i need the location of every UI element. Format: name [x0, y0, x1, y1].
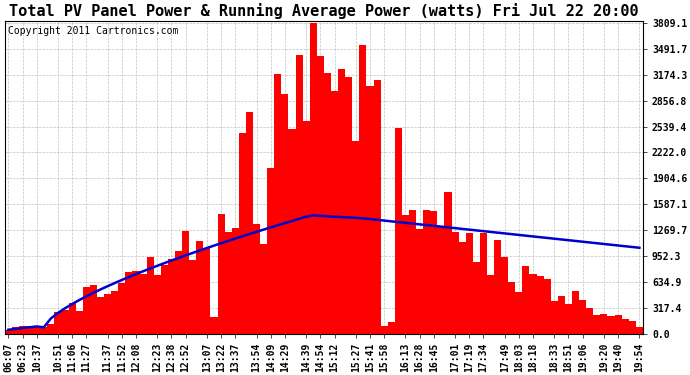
Bar	[139, 274, 146, 334]
Bar	[310, 23, 317, 334]
Bar	[189, 260, 196, 334]
Bar	[437, 226, 444, 334]
Bar	[381, 326, 388, 334]
Bar	[395, 128, 402, 334]
Bar	[225, 232, 232, 334]
Bar	[232, 228, 239, 334]
Bar	[473, 261, 480, 334]
Bar	[76, 311, 83, 334]
Bar	[19, 326, 26, 334]
Bar	[607, 316, 615, 334]
Bar	[359, 45, 366, 334]
Bar	[267, 168, 274, 334]
Bar	[331, 91, 338, 334]
Bar	[239, 134, 246, 334]
Bar	[345, 77, 352, 334]
Bar	[501, 257, 509, 334]
Bar	[295, 55, 303, 334]
Bar	[444, 192, 451, 334]
Bar	[565, 304, 572, 334]
Bar	[61, 310, 68, 334]
Text: Copyright 2011 Cartronics.com: Copyright 2011 Cartronics.com	[8, 26, 179, 36]
Bar	[182, 231, 189, 334]
Bar	[558, 296, 565, 334]
Bar	[217, 214, 225, 334]
Bar	[175, 251, 182, 334]
Bar	[282, 93, 288, 334]
Bar	[274, 74, 282, 334]
Bar	[416, 229, 423, 334]
Bar	[402, 215, 409, 334]
Bar	[600, 314, 607, 334]
Bar	[97, 297, 104, 334]
Bar	[615, 315, 622, 334]
Bar	[352, 141, 359, 334]
Bar	[55, 312, 61, 334]
Bar	[260, 244, 267, 334]
Bar	[168, 259, 175, 334]
Bar	[366, 86, 373, 334]
Bar	[210, 318, 217, 334]
Bar	[551, 301, 558, 334]
Bar	[26, 326, 33, 334]
Bar	[636, 327, 643, 334]
Bar	[12, 327, 19, 334]
Bar	[317, 56, 324, 334]
Bar	[104, 294, 111, 334]
Bar	[494, 240, 501, 334]
Bar	[83, 287, 90, 334]
Bar	[466, 232, 473, 334]
Bar	[40, 327, 48, 334]
Bar	[68, 303, 76, 334]
Bar	[388, 322, 395, 334]
Bar	[48, 324, 55, 334]
Bar	[431, 211, 437, 334]
Bar	[246, 112, 253, 334]
Bar	[253, 224, 260, 334]
Bar	[126, 272, 132, 334]
Bar	[579, 300, 586, 334]
Bar	[622, 320, 629, 334]
Bar	[537, 276, 544, 334]
Bar	[324, 73, 331, 334]
Bar	[451, 232, 459, 334]
Bar	[629, 321, 636, 334]
Bar	[338, 69, 345, 334]
Bar	[459, 242, 466, 334]
Bar	[593, 315, 600, 334]
Bar	[586, 308, 593, 334]
Bar	[196, 240, 204, 334]
Bar	[544, 279, 551, 334]
Bar	[146, 257, 154, 334]
Bar	[154, 274, 161, 334]
Bar	[409, 210, 416, 334]
Bar	[118, 283, 126, 334]
Bar	[111, 291, 118, 334]
Bar	[515, 292, 522, 334]
Bar	[423, 210, 431, 334]
Bar	[480, 232, 487, 334]
Bar	[33, 327, 40, 334]
Bar	[373, 80, 381, 334]
Bar	[90, 285, 97, 334]
Bar	[288, 129, 295, 334]
Bar	[529, 273, 537, 334]
Title: Total PV Panel Power & Running Average Power (watts) Fri Jul 22 20:00: Total PV Panel Power & Running Average P…	[9, 3, 639, 19]
Bar	[132, 272, 139, 334]
Bar	[303, 121, 310, 334]
Bar	[572, 291, 579, 334]
Bar	[5, 330, 12, 334]
Bar	[522, 266, 529, 334]
Bar	[161, 265, 168, 334]
Bar	[509, 282, 515, 334]
Bar	[487, 275, 494, 334]
Bar	[204, 248, 210, 334]
